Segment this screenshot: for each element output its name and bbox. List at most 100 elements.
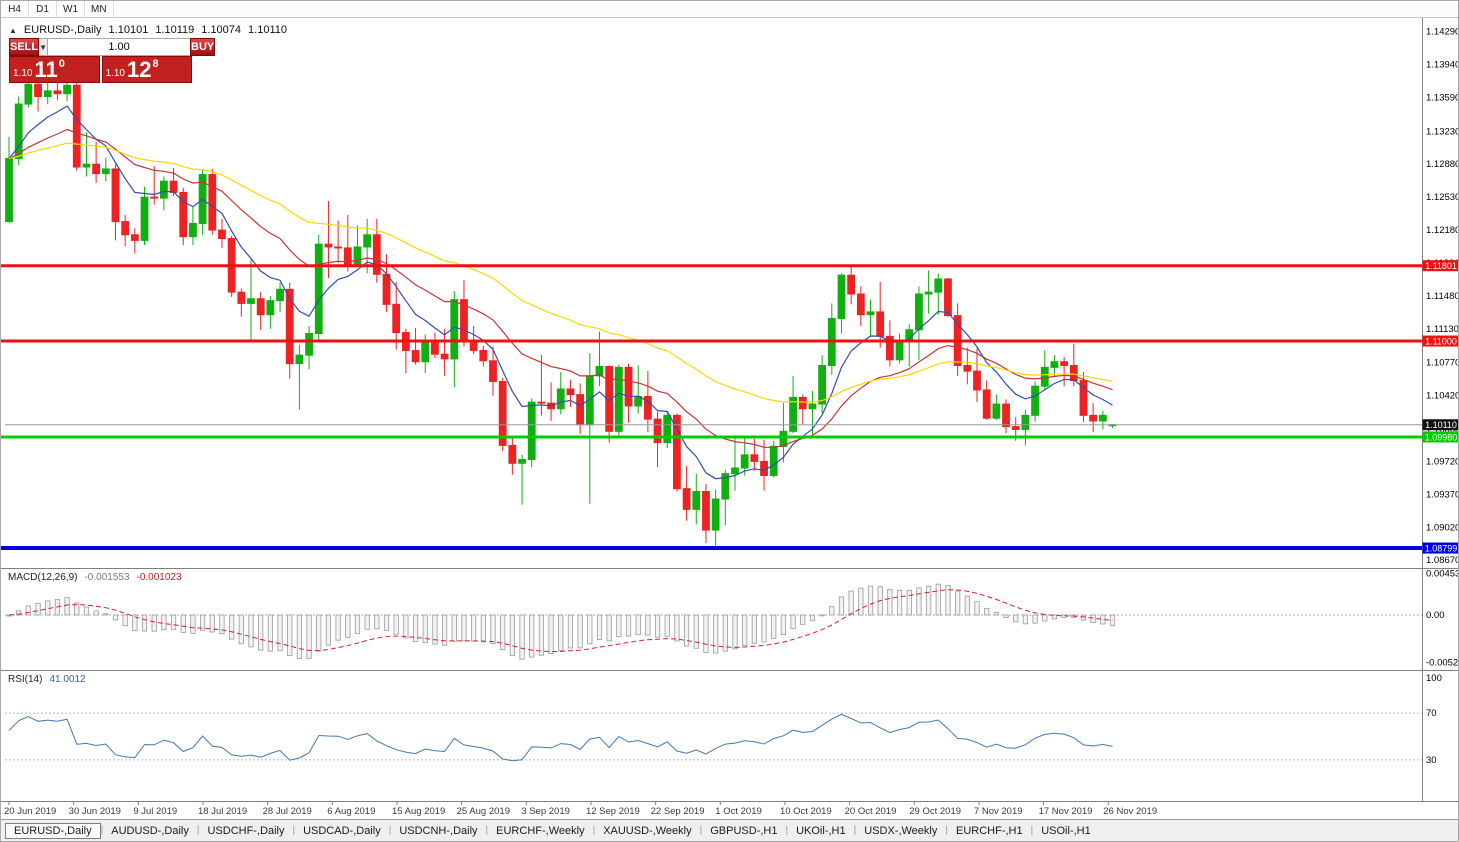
- close-value: 1.10110: [248, 24, 287, 36]
- macd-name: MACD(12,26,9): [8, 572, 78, 583]
- tab-separator: |: [785, 825, 789, 836]
- chart-tab-audusddaily[interactable]: AUDUSD-,Daily: [111, 824, 189, 837]
- ma-45-line: [8, 142, 1113, 403]
- price-axis: 1.14290 1.13940 1.13590 1.13230 1.12880 1.125…: [1426, 27, 1459, 766]
- svg-text:28 Jul 2019: 28 Jul 2019: [263, 806, 312, 817]
- price-tag: 1.08799: [1422, 542, 1458, 554]
- buy-price-display[interactable]: 1.10 12 8: [101, 56, 192, 83]
- one-click-collapse-icon[interactable]: ▲: [9, 25, 17, 35]
- timeframe-toolbar: H4 D1 W1 MN: [1, 1, 1458, 18]
- chart-tab-gbpusdh1[interactable]: GBPUSD-,H1: [710, 824, 778, 837]
- svg-text:1.09720: 1.09720: [1426, 456, 1459, 467]
- chart-tab-eurchfh1[interactable]: EURCHF-,H1: [955, 824, 1023, 837]
- svg-text:1.08670: 1.08670: [1426, 555, 1459, 566]
- macd-label: MACD(12,26,9) -0.001553 -0.001023: [8, 572, 182, 583]
- chart-tab-usdcnhdaily[interactable]: USDCNH-,Daily: [399, 824, 478, 837]
- candlestick-series: [5, 75, 1117, 549]
- buy-button[interactable]: BUY: [190, 38, 216, 56]
- svg-text:1.13230: 1.13230: [1426, 126, 1459, 137]
- svg-text:1.10770: 1.10770: [1426, 358, 1459, 369]
- svg-text:12 Sep 2019: 12 Sep 2019: [586, 806, 640, 817]
- svg-text:25 Aug 2019: 25 Aug 2019: [457, 806, 510, 817]
- svg-text:22 Sep 2019: 22 Sep 2019: [651, 806, 705, 817]
- svg-text:7 Nov 2019: 7 Nov 2019: [974, 806, 1023, 817]
- price-tag: 1.11801: [1422, 260, 1458, 272]
- ask-big-digits: 12: [126, 57, 152, 82]
- svg-text:0.00: 0.00: [1426, 610, 1445, 621]
- ma-8-line: [8, 105, 1113, 480]
- svg-text:1.12880: 1.12880: [1426, 159, 1459, 170]
- svg-text:1.09370: 1.09370: [1426, 489, 1459, 500]
- svg-text:-0.005203: -0.005203: [1426, 657, 1459, 668]
- tab-separator: |: [592, 825, 596, 836]
- svg-text:30: 30: [1426, 755, 1437, 766]
- tab-separator: |: [100, 825, 104, 836]
- svg-text:1.11000: 1.11000: [1425, 337, 1457, 347]
- price-tag: 1.09980: [1422, 431, 1458, 443]
- svg-text:26 Nov 2019: 26 Nov 2019: [1103, 806, 1157, 817]
- volume-input[interactable]: [48, 38, 191, 56]
- svg-text:1.12180: 1.12180: [1426, 225, 1459, 236]
- tab-separator: |: [292, 825, 296, 836]
- svg-text:20 Jun 2019: 20 Jun 2019: [4, 806, 56, 817]
- macd-value-main: -0.001553: [84, 572, 130, 583]
- tab-separator: |: [853, 825, 857, 836]
- tab-separator: |: [699, 825, 703, 836]
- svg-text:70: 70: [1426, 708, 1437, 719]
- low-value: 1.10074: [201, 24, 242, 36]
- chart-tab-bar: EURUSD-,Daily | AUDUSD-,Daily | USDCHF-,Dail…: [1, 819, 1458, 841]
- svg-text:30 Jun 2019: 30 Jun 2019: [69, 806, 121, 817]
- timeframe-button-mn[interactable]: MN: [85, 1, 114, 17]
- rsi-name: RSI(14): [8, 674, 43, 685]
- svg-text:1.13590: 1.13590: [1426, 92, 1459, 103]
- svg-text:6 Aug 2019: 6 Aug 2019: [327, 806, 375, 817]
- chart-tab-usdcaddaily[interactable]: USDCAD-,Daily: [303, 824, 381, 837]
- chart-tab-eurusddaily[interactable]: EURUSD-,Daily: [5, 822, 101, 839]
- svg-text:1.12530: 1.12530: [1426, 192, 1459, 203]
- sell-button[interactable]: SELL: [9, 38, 40, 56]
- svg-text:1.09980: 1.09980: [1425, 432, 1458, 442]
- chart-tab-usdchfdaily[interactable]: USDCHF-,Daily: [207, 824, 285, 837]
- svg-text:1.11130: 1.11130: [1426, 324, 1459, 335]
- timeframe-button-h4[interactable]: H4: [1, 1, 29, 17]
- chart-tab-ukoilh1[interactable]: UKOil-,H1: [796, 824, 846, 837]
- chevron-down-icon: ▼: [39, 42, 48, 52]
- rsi-line: [8, 713, 1113, 762]
- tab-separator: |: [485, 825, 489, 836]
- svg-text:1.13940: 1.13940: [1426, 60, 1459, 71]
- price-tag: 1.10110: [1422, 419, 1458, 431]
- chart-tab-usoilh1[interactable]: USOil-,H1: [1041, 824, 1091, 837]
- rsi-indicator: [5, 712, 1422, 762]
- one-click-trading-panel: SELL ▼ BUY 1.10 11 0 1.10 12 8: [9, 38, 216, 83]
- bid-prefix: 1.10: [13, 68, 33, 79]
- rsi-value: 41.0012: [49, 674, 86, 685]
- svg-text:15 Aug 2019: 15 Aug 2019: [392, 806, 445, 817]
- macd-value-signal: -0.001023: [136, 572, 182, 583]
- ma-21-line: [8, 128, 1113, 448]
- svg-text:1 Oct 2019: 1 Oct 2019: [715, 806, 761, 817]
- chart-frame: [1, 18, 1458, 802]
- tab-separator: |: [388, 825, 392, 836]
- open-value: 1.10101: [108, 24, 149, 36]
- svg-text:1.10110: 1.10110: [1425, 420, 1457, 430]
- time-axis: 20 Jun 2019 30 Jun 2019 9 Jul 2019 18 Jul 2…: [4, 801, 1157, 817]
- svg-text:1.10420: 1.10420: [1426, 391, 1459, 402]
- svg-text:1.11801: 1.11801: [1425, 261, 1457, 271]
- ask-prefix: 1.10: [105, 68, 125, 79]
- chart-ohlc-header: ▲ EURUSD-,Daily 1.10101 1.10119 1.10074 …: [9, 24, 287, 36]
- svg-text:18 Jul 2019: 18 Jul 2019: [198, 806, 247, 817]
- chart-tab-usdxweekly[interactable]: USDX-,Weekly: [864, 824, 938, 837]
- volume-dropdown-button[interactable]: ▼: [39, 38, 49, 56]
- rsi-label: RSI(14) 41.0012: [8, 674, 86, 685]
- ask-pip-digit: 8: [152, 58, 159, 70]
- chart-tab-xauusdweekly[interactable]: XAUUSD-,Weekly: [603, 824, 692, 837]
- timeframe-button-w1[interactable]: W1: [57, 1, 85, 17]
- timeframe-button-d1[interactable]: D1: [29, 1, 57, 17]
- sell-price-display[interactable]: 1.10 11 0: [9, 56, 100, 83]
- tab-separator: |: [945, 825, 948, 836]
- svg-text:1.14290: 1.14290: [1426, 27, 1459, 38]
- chart-tab-eurchfweekly[interactable]: EURCHF-,Weekly: [496, 824, 585, 837]
- svg-text:10 Oct 2019: 10 Oct 2019: [780, 806, 832, 817]
